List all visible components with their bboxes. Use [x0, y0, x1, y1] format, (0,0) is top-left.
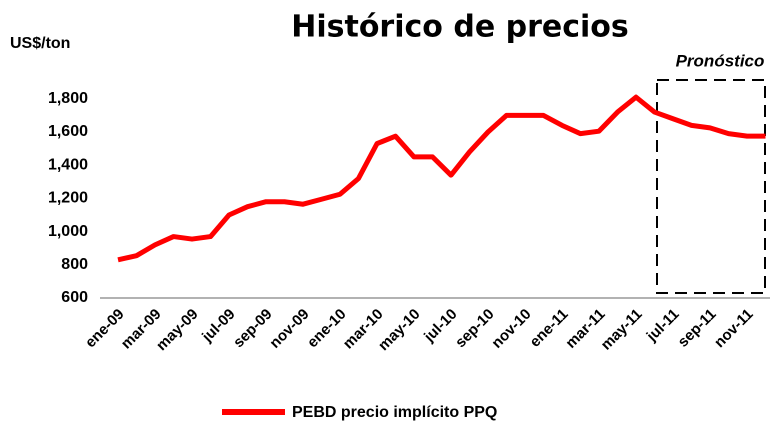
line-series: [117, 94, 766, 263]
y-tick-label: 1,800: [48, 90, 88, 107]
x-tick-label: nov-09: [266, 306, 312, 352]
forecast-box: [656, 79, 766, 294]
y-tick-label: 1,400: [48, 156, 88, 173]
x-tick-label: sep-10: [452, 306, 498, 352]
x-tick-label: sep-09: [230, 306, 276, 352]
annotation: Pronóstico: [676, 51, 765, 70]
x-tick-label: may-10: [375, 306, 424, 355]
y-tick-label: 600: [61, 289, 88, 306]
chart-title: Histórico de precios: [291, 10, 629, 45]
x-tick-label: ene-11: [527, 306, 572, 351]
y-tick-label: 1,600: [48, 123, 88, 140]
y-tick-label: 1,200: [48, 190, 88, 207]
y-tick-label: 1,000: [48, 223, 88, 240]
y-tick-label: 800: [61, 256, 88, 273]
x-tick-label: may-11: [598, 306, 646, 354]
x-tick-label: sep-11: [675, 306, 720, 351]
y-axis-label: US$/ton: [10, 35, 70, 52]
legend-label: PEBD precio implícito PPQ: [292, 404, 497, 421]
x-tick-label: nov-11: [711, 306, 757, 352]
x-tick-label: may-09: [153, 306, 202, 355]
x-tick-label: nov-10: [488, 306, 534, 352]
